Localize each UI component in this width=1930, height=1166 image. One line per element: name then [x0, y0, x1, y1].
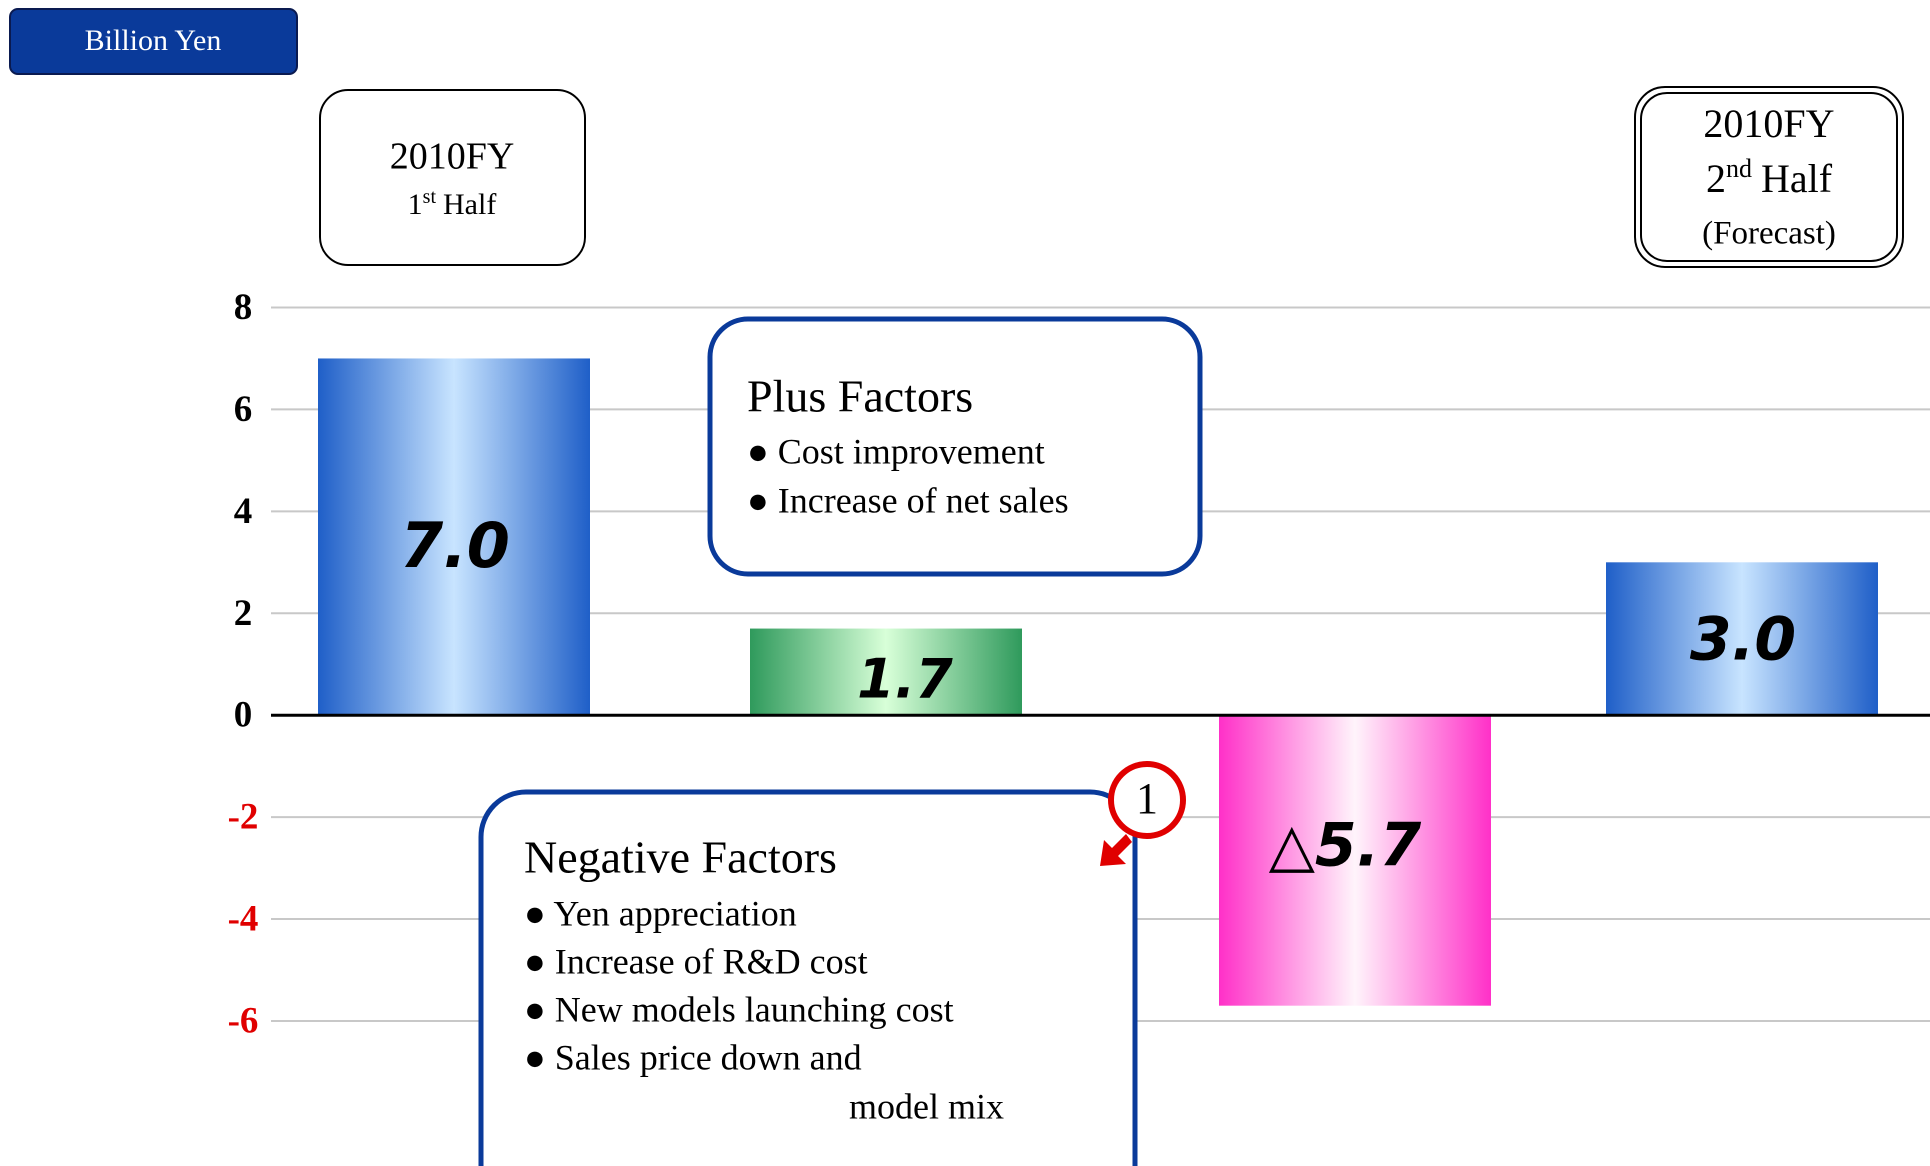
- y-tick-label: 8: [234, 287, 253, 328]
- marker-label: 1: [1136, 774, 1158, 823]
- negative-item: ● Increase of R&D cost: [524, 941, 868, 981]
- bar: [750, 628, 1022, 716]
- y-tick-label: -2: [228, 797, 259, 838]
- y-tick-label: 2: [234, 593, 253, 634]
- unit-badge: [9, 8, 298, 75]
- first-half-box: [319, 89, 586, 266]
- y-tick-label: 6: [234, 389, 253, 430]
- forecast-note: (Forecast): [1702, 216, 1836, 252]
- negative-factors-box: [478, 789, 1138, 1166]
- bar-label: 3.0: [1690, 605, 1796, 675]
- bar-label: 7.0: [400, 509, 510, 582]
- first-half-year: 2010FY: [390, 136, 515, 178]
- bar: [1606, 562, 1878, 716]
- marker-circle: [1108, 761, 1186, 839]
- half: Half: [1761, 156, 1833, 201]
- bar: [318, 358, 590, 716]
- ordinal-suffix: nd: [1726, 154, 1752, 183]
- negative-continuation: model mix: [849, 1086, 1004, 1126]
- second-half-box-outer: [1634, 86, 1904, 268]
- y-tick-label: -6: [228, 1000, 259, 1041]
- bar: [1219, 715, 1491, 1006]
- ordinal-suffix: st: [423, 186, 437, 208]
- y-tick-label: 4: [234, 491, 253, 532]
- marker-arrow: [1100, 834, 1132, 866]
- bar-label: 1.7: [857, 648, 953, 711]
- ordinal: 1: [408, 188, 423, 221]
- negative-item: ● Yen appreciation: [524, 893, 797, 933]
- half: Half: [443, 188, 496, 221]
- first-half-label: 1st Half: [408, 186, 497, 221]
- plus-item: ● Increase of net sales: [747, 480, 1069, 520]
- second-half-year: 2010FY: [1703, 101, 1834, 146]
- y-tick-label: -4: [228, 899, 259, 940]
- ordinal: 2: [1706, 156, 1726, 201]
- negative-item: ● New models launching cost: [524, 989, 954, 1029]
- second-half-label: 2nd Half: [1706, 154, 1833, 201]
- bar-label: △5.7: [1269, 811, 1422, 881]
- unit-label: Billion Yen: [85, 24, 222, 57]
- negative-title: Negative Factors: [524, 832, 837, 883]
- negative-item: ● Sales price down and: [524, 1037, 862, 1077]
- bars: 7.0 1.7 △5.7 3.0: [271, 358, 1930, 1006]
- plus-item: ● Cost improvement: [747, 431, 1045, 471]
- plus-title: Plus Factors: [747, 371, 973, 422]
- plus-factors-box: [707, 316, 1203, 577]
- second-half-box-inner: [1640, 92, 1898, 262]
- y-tick-label: 0: [234, 695, 253, 736]
